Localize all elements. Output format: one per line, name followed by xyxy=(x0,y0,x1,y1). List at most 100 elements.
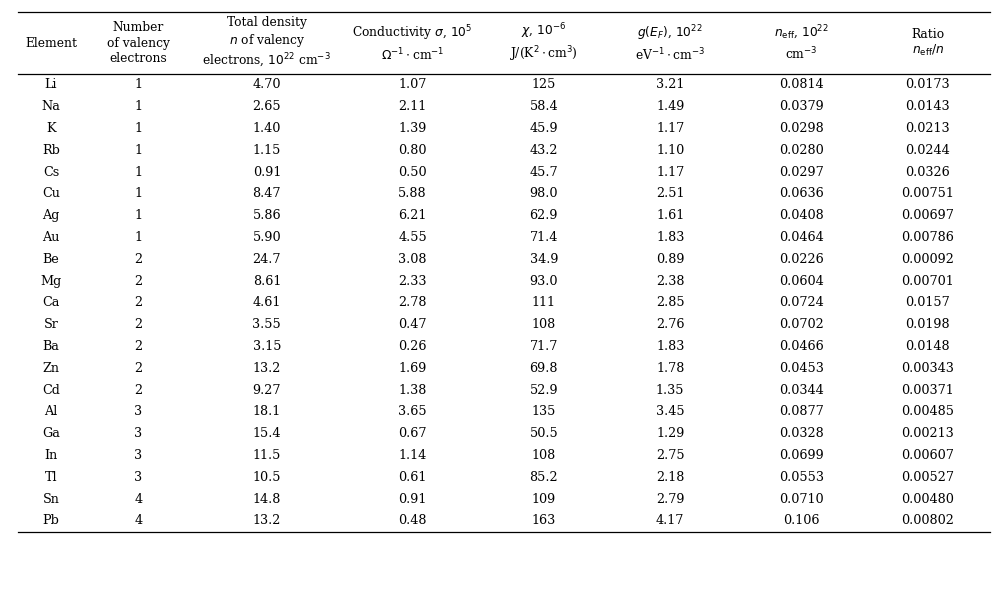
Text: 4.55: 4.55 xyxy=(398,231,427,244)
Text: 1.40: 1.40 xyxy=(253,122,281,135)
Text: 0.0699: 0.0699 xyxy=(779,449,824,462)
Text: 0.0143: 0.0143 xyxy=(905,100,950,113)
Text: 6.21: 6.21 xyxy=(398,209,427,222)
Text: 0.67: 0.67 xyxy=(398,427,427,440)
Text: 2.76: 2.76 xyxy=(656,318,684,331)
Text: 0.00527: 0.00527 xyxy=(901,471,954,484)
Text: 8.61: 8.61 xyxy=(253,274,281,287)
Text: $\chi$, $10^{-6}$
J/(K$^2\cdot$cm$^3$): $\chi$, $10^{-6}$ J/(K$^2\cdot$cm$^3$) xyxy=(509,22,578,64)
Text: Al: Al xyxy=(44,405,58,418)
Text: 0.50: 0.50 xyxy=(398,166,427,178)
Text: 3.65: 3.65 xyxy=(398,405,427,418)
Text: 0.0636: 0.0636 xyxy=(779,187,824,200)
Text: 1.78: 1.78 xyxy=(656,362,684,375)
Text: 2: 2 xyxy=(134,296,143,309)
Text: 1.17: 1.17 xyxy=(656,166,684,178)
Text: Be: Be xyxy=(43,253,59,266)
Text: 15.4: 15.4 xyxy=(253,427,281,440)
Text: 0.26: 0.26 xyxy=(398,340,427,353)
Text: 3.45: 3.45 xyxy=(656,405,685,418)
Text: 1.10: 1.10 xyxy=(656,144,684,157)
Text: 71.4: 71.4 xyxy=(530,231,558,244)
Text: 0.61: 0.61 xyxy=(398,471,427,484)
Text: 3: 3 xyxy=(134,471,143,484)
Text: 135: 135 xyxy=(532,405,556,418)
Text: Mg: Mg xyxy=(40,274,62,287)
Text: 0.00751: 0.00751 xyxy=(901,187,954,200)
Text: $n_{\mathrm{eff}}$, $10^{22}$
cm$^{-3}$: $n_{\mathrm{eff}}$, $10^{22}$ cm$^{-3}$ xyxy=(774,24,829,62)
Text: 0.0464: 0.0464 xyxy=(779,231,824,244)
Text: 125: 125 xyxy=(532,78,556,91)
Text: 1: 1 xyxy=(135,78,143,91)
Text: 2.79: 2.79 xyxy=(656,492,684,505)
Text: 85.2: 85.2 xyxy=(530,471,558,484)
Text: 0.0298: 0.0298 xyxy=(779,122,824,135)
Text: Total density
$n$ of valency
electrons, $10^{22}$ cm$^{-3}$: Total density $n$ of valency electrons, … xyxy=(202,16,331,70)
Text: Zn: Zn xyxy=(43,362,60,375)
Text: Cd: Cd xyxy=(42,383,60,396)
Text: 1: 1 xyxy=(135,122,143,135)
Text: 2: 2 xyxy=(134,362,143,375)
Text: Sr: Sr xyxy=(44,318,58,331)
Text: 62.9: 62.9 xyxy=(530,209,558,222)
Text: 10.5: 10.5 xyxy=(253,471,281,484)
Text: Pb: Pb xyxy=(43,514,59,527)
Text: 1.61: 1.61 xyxy=(656,209,684,222)
Text: 13.2: 13.2 xyxy=(253,362,281,375)
Text: 0.0553: 0.0553 xyxy=(779,471,824,484)
Text: Cs: Cs xyxy=(43,166,59,178)
Text: 0.0148: 0.0148 xyxy=(905,340,950,353)
Text: 0.00607: 0.00607 xyxy=(901,449,954,462)
Text: 0.0198: 0.0198 xyxy=(905,318,950,331)
Text: Li: Li xyxy=(45,78,57,91)
Text: 5.86: 5.86 xyxy=(253,209,281,222)
Text: 0.0702: 0.0702 xyxy=(779,318,824,331)
Text: 0.00371: 0.00371 xyxy=(901,383,954,396)
Text: Ba: Ba xyxy=(43,340,59,353)
Text: 5.88: 5.88 xyxy=(398,187,427,200)
Text: 1.07: 1.07 xyxy=(398,78,427,91)
Text: 3: 3 xyxy=(134,427,143,440)
Text: 0.0326: 0.0326 xyxy=(905,166,950,178)
Text: 58.4: 58.4 xyxy=(530,100,558,113)
Text: 14.8: 14.8 xyxy=(253,492,281,505)
Text: 1.69: 1.69 xyxy=(398,362,427,375)
Text: 52.9: 52.9 xyxy=(530,383,558,396)
Text: 1: 1 xyxy=(135,209,143,222)
Text: 13.2: 13.2 xyxy=(253,514,281,527)
Text: 3.55: 3.55 xyxy=(252,318,281,331)
Text: 1.83: 1.83 xyxy=(656,340,684,353)
Text: 2.18: 2.18 xyxy=(656,471,684,484)
Text: Element: Element xyxy=(25,37,77,49)
Text: 0.0379: 0.0379 xyxy=(779,100,824,113)
Text: 2: 2 xyxy=(134,383,143,396)
Text: 108: 108 xyxy=(532,449,556,462)
Text: 2.85: 2.85 xyxy=(656,296,685,309)
Text: 0.0408: 0.0408 xyxy=(779,209,824,222)
Text: 2.11: 2.11 xyxy=(399,100,427,113)
Text: 1.39: 1.39 xyxy=(398,122,427,135)
Text: 0.80: 0.80 xyxy=(398,144,427,157)
Text: 1: 1 xyxy=(135,100,143,113)
Text: 2.51: 2.51 xyxy=(656,187,684,200)
Text: 1.29: 1.29 xyxy=(656,427,684,440)
Text: 109: 109 xyxy=(532,492,556,505)
Text: K: K xyxy=(46,122,56,135)
Text: 4: 4 xyxy=(134,492,143,505)
Text: 18.1: 18.1 xyxy=(253,405,281,418)
Text: 1.17: 1.17 xyxy=(656,122,684,135)
Text: 0.0280: 0.0280 xyxy=(779,144,824,157)
Text: 43.2: 43.2 xyxy=(530,144,558,157)
Text: 2.65: 2.65 xyxy=(253,100,281,113)
Text: Ratio
$n_{\mathrm{eff}}/n$: Ratio $n_{\mathrm{eff}}/n$ xyxy=(911,28,944,58)
Text: 0.47: 0.47 xyxy=(398,318,427,331)
Text: 1: 1 xyxy=(135,144,143,157)
Text: Ga: Ga xyxy=(42,427,60,440)
Text: 108: 108 xyxy=(532,318,556,331)
Text: 1.83: 1.83 xyxy=(656,231,684,244)
Text: 3: 3 xyxy=(134,449,143,462)
Text: 4: 4 xyxy=(134,514,143,527)
Text: 4.61: 4.61 xyxy=(253,296,281,309)
Text: 1: 1 xyxy=(135,231,143,244)
Text: 11.5: 11.5 xyxy=(253,449,281,462)
